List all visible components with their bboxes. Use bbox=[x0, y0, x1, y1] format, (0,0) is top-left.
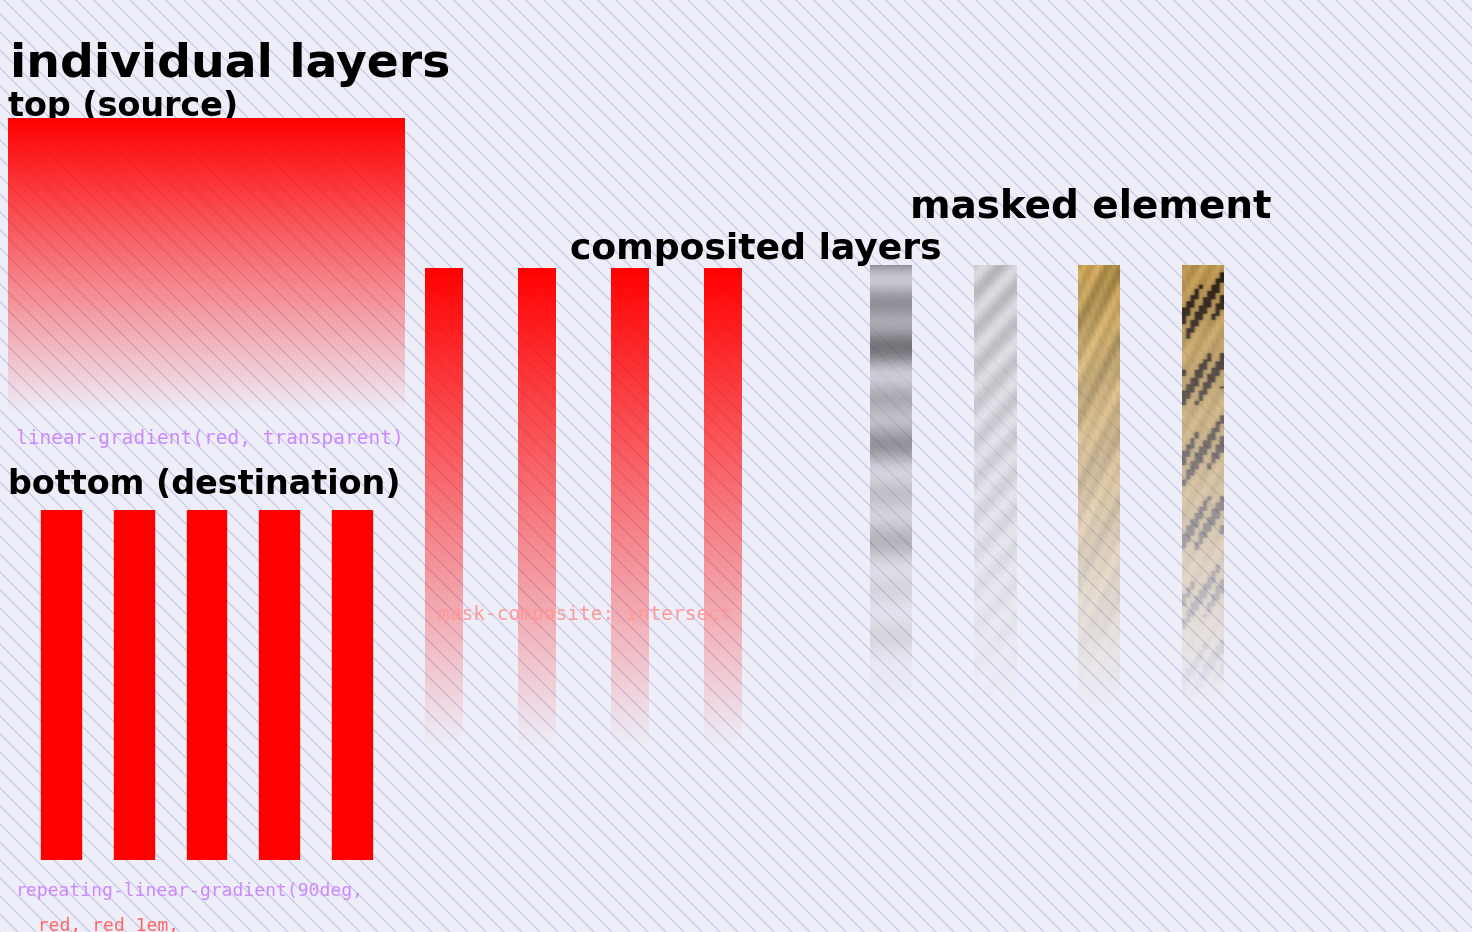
Text: red, red 1em,: red, red 1em, bbox=[16, 917, 180, 932]
Text: mask-composite: intersect: mask-composite: intersect bbox=[439, 605, 732, 624]
Text: repeating-linear-gradient(90deg,: repeating-linear-gradient(90deg, bbox=[16, 882, 364, 899]
Text: individual layers: individual layers bbox=[10, 42, 450, 87]
Text: composited layers: composited layers bbox=[570, 232, 942, 266]
Bar bbox=[187, 510, 227, 860]
Text: linear-gradient(red, transparent): linear-gradient(red, transparent) bbox=[16, 430, 403, 448]
Text: bottom (destination): bottom (destination) bbox=[7, 468, 400, 501]
Bar bbox=[333, 510, 372, 860]
Bar bbox=[41, 510, 81, 860]
Text: masked element: masked element bbox=[910, 188, 1272, 226]
Bar bbox=[113, 510, 153, 860]
Bar bbox=[259, 510, 299, 860]
Text: top (source): top (source) bbox=[7, 90, 238, 123]
